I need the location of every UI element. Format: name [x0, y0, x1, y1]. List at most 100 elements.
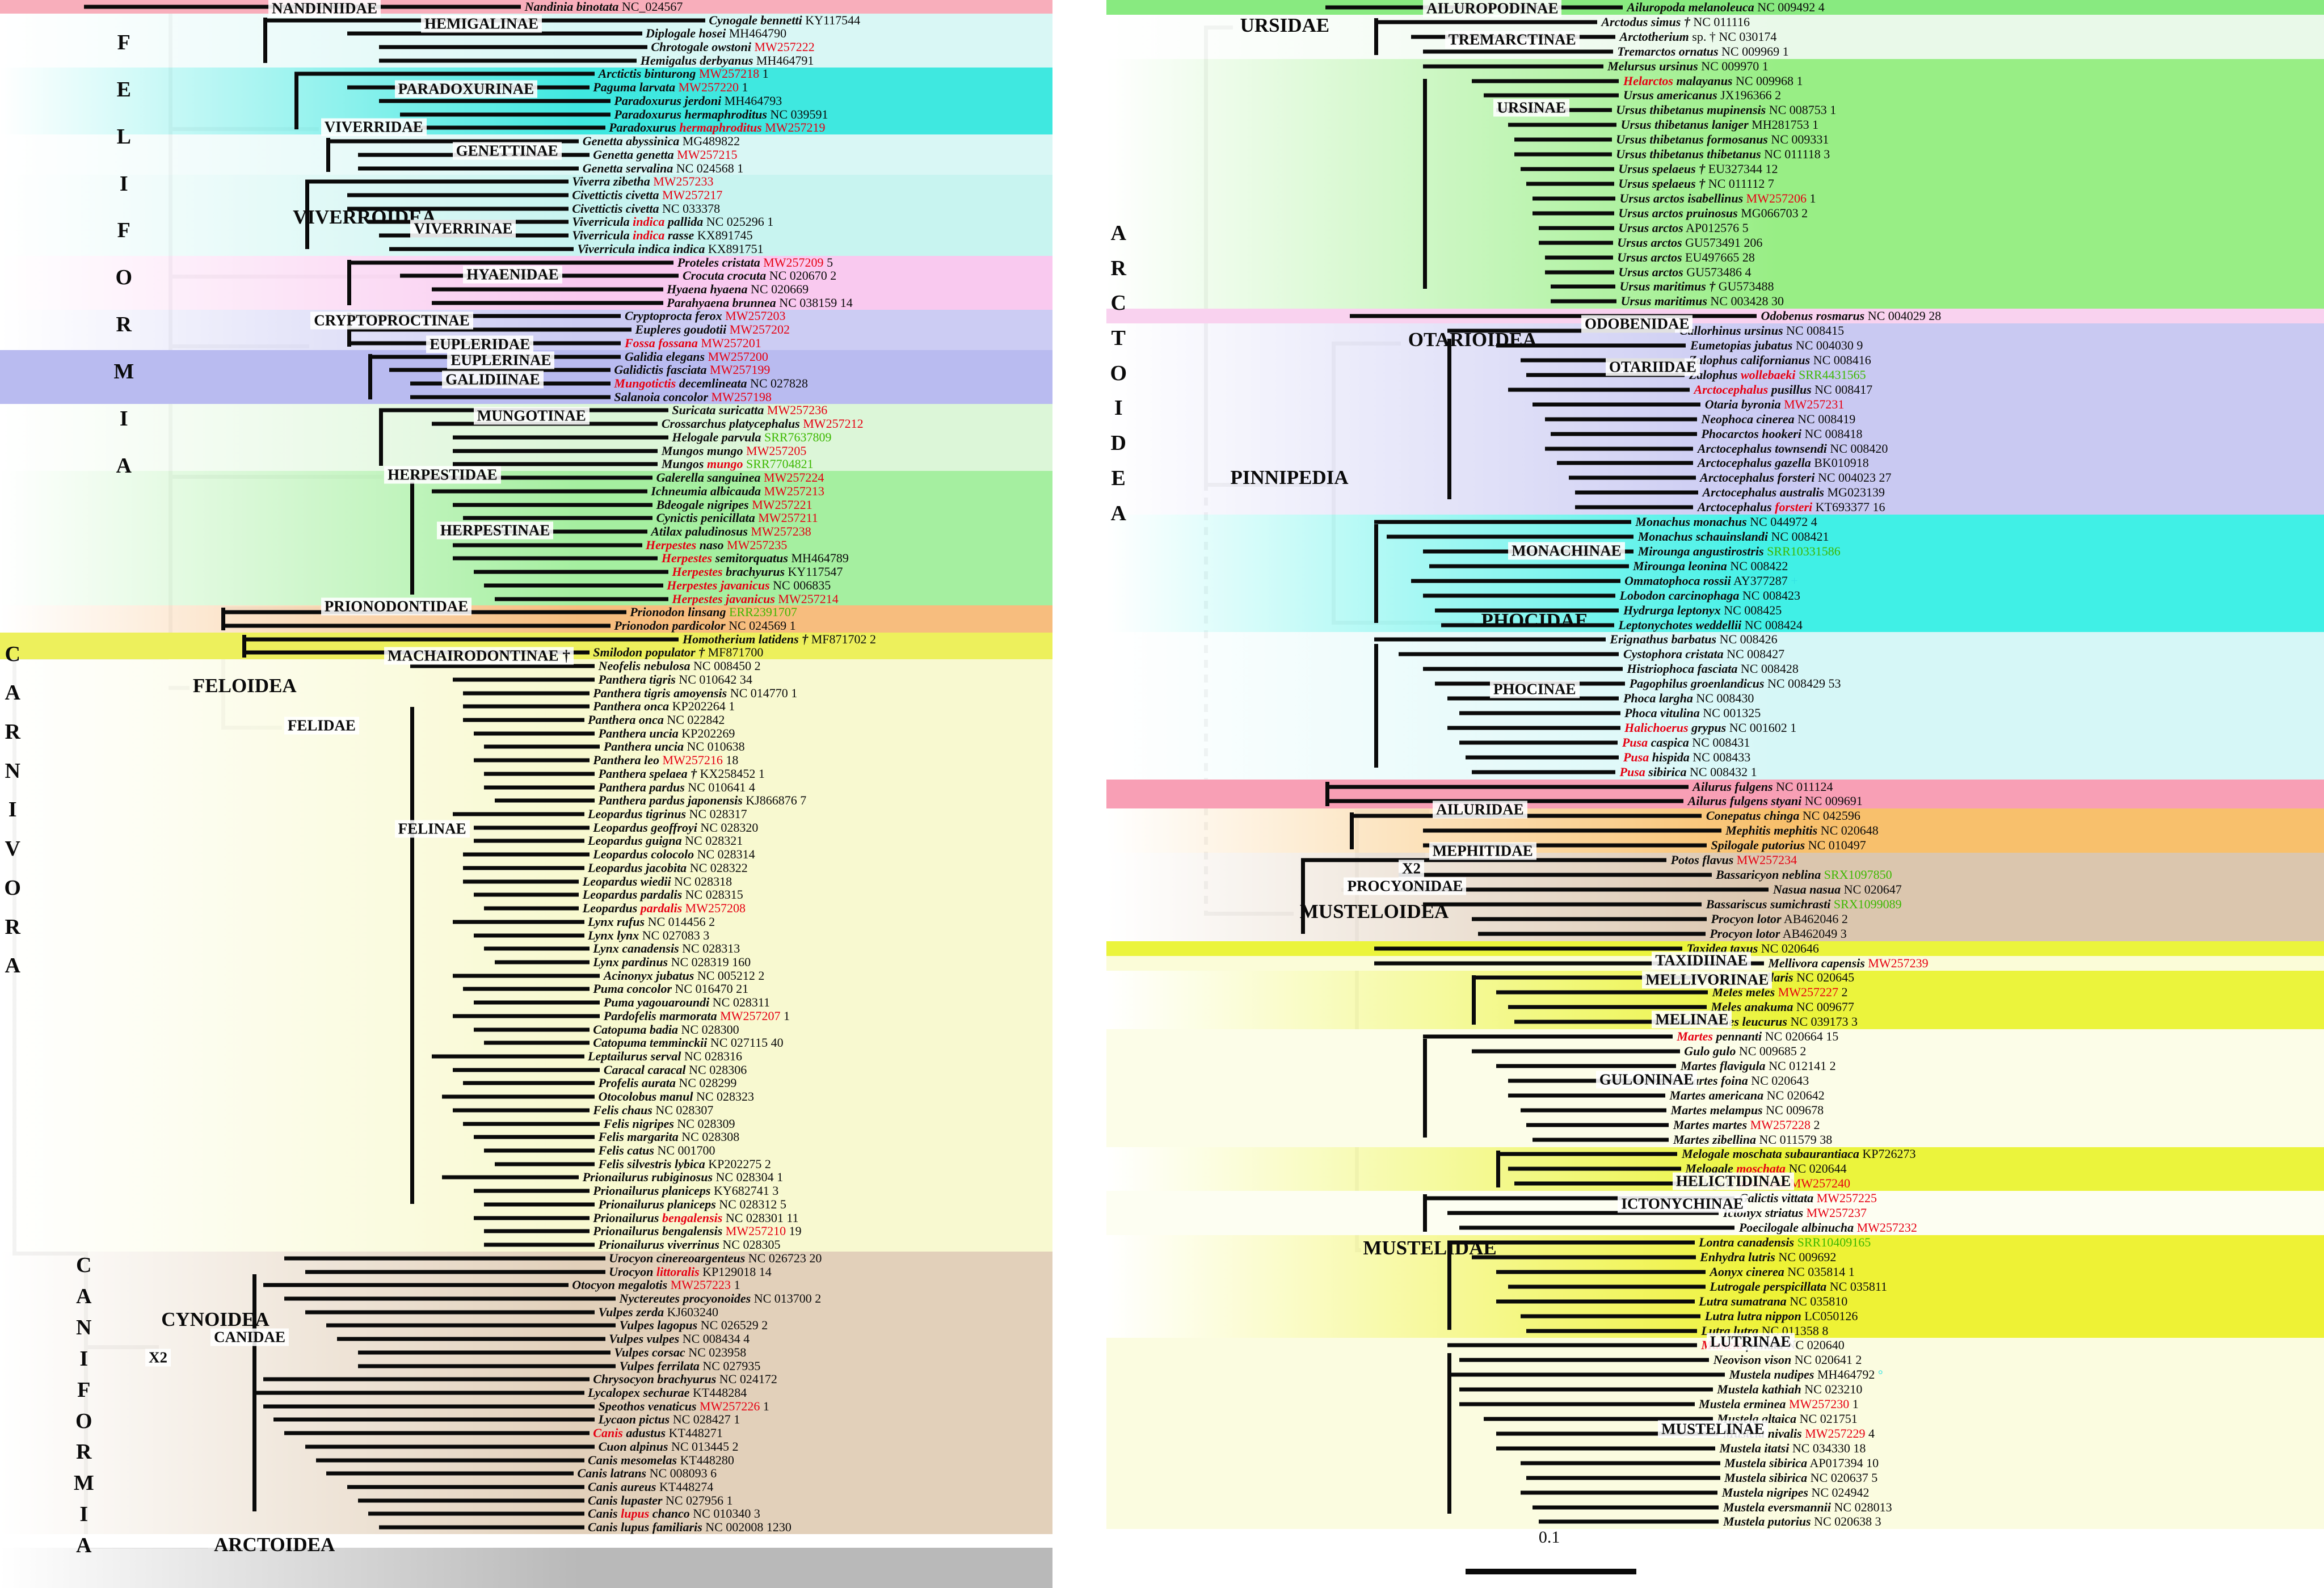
taxon-label: Odobenus rosmarus NC 004029 28 [1761, 309, 1942, 323]
taxon-label: Felis margarita NC 028308 [598, 1130, 740, 1144]
clade-label: MELLIVORINAE [1642, 971, 1773, 989]
taxon-row: Herpestes semitorquatus MH464789 [0, 551, 1052, 565]
taxon-label: Lutra lutra nippon LC050126 [1704, 1308, 1858, 1323]
taxon-label: Panthera leo MW257216 18 [593, 753, 739, 768]
taxon-label: Genetta servalina NC 024568 1 [582, 161, 744, 175]
taxon-label: Bassaricyon neblina SRX1097850 [1716, 867, 1892, 882]
taxon-row: Profelis aurata NC 028299 [0, 1076, 1052, 1090]
taxon-row: Prionailurus planiceps NC 028312 5 [0, 1197, 1052, 1211]
clade-label: FELINAE [394, 820, 470, 838]
branch-line [1496, 1446, 1715, 1451]
taxon-label: Leptonychotes weddellii NC 008424 [1618, 617, 1803, 632]
taxon-row: Panthera uncia KP202269 [0, 726, 1052, 740]
branch-line [326, 1471, 574, 1476]
taxon-row: Chrysocyon brachyurus NC 024172 [0, 1372, 1052, 1386]
taxon-row: Ursus arctos GU573491 206 [1106, 235, 2324, 250]
taxon-label: Bdeogale nigripes MW257221 [656, 497, 812, 512]
branch-line [1496, 1152, 1678, 1156]
taxon-label: Viverricula indica rasse KX891745 [572, 228, 753, 243]
clade-label: PROCYONIDAE [1344, 877, 1467, 895]
taxon-label: Mustela kathiah NC 023210 [1717, 1382, 1863, 1397]
branch-line [221, 624, 611, 628]
taxon-row: Hydrurga leptonyx NC 008425 [1106, 603, 2324, 618]
clade-connector-line [294, 73, 299, 129]
branch-line [463, 718, 584, 722]
branch-line [1514, 137, 1612, 142]
branch-line [263, 1377, 590, 1381]
taxon-label: Proteles cristata MW257209 5 [677, 255, 833, 269]
branch-line [1496, 990, 1708, 995]
branch-line [484, 772, 595, 776]
clade-band-spacer-right [1106, 1529, 2324, 1588]
clade-connector-line [326, 137, 331, 172]
branch-line [484, 744, 600, 749]
branch-line [1301, 858, 1667, 862]
taxon-label: Panthera spelaea † KX258452 1 [598, 766, 765, 781]
taxon-row: Martes melampus NC 009678 [1106, 1103, 2324, 1118]
branch-line [1484, 93, 1619, 98]
taxon-row: Catopuma temminckii NC 027115 40 [0, 1035, 1052, 1050]
clade-label: PARADOXURINAE [394, 80, 538, 98]
taxon-row: Prionailurus bengalensis NC 028301 11 [0, 1211, 1052, 1225]
taxon-row: Panthera pardus NC 010641 4 [0, 780, 1052, 794]
taxon-label: Ailuropoda melanoleuca NC 009492 4 [1627, 0, 1825, 14]
branch-line [1325, 785, 1689, 789]
clade-label: PHOCIDAE [1481, 609, 1589, 632]
branch-line [452, 435, 668, 440]
taxon-row: Pardofelis marmorata MW257207 1 [0, 1009, 1052, 1023]
taxon-label: Otaria byronia MW257231 [1704, 397, 1845, 411]
clade-label: LUTRINAE [1706, 1333, 1795, 1351]
branch-line [410, 125, 605, 130]
branch-line [389, 368, 611, 372]
branch-line [463, 852, 590, 857]
branch-line [1466, 755, 1619, 760]
clade-label: HYAENIDAE [463, 266, 562, 284]
branch-line [273, 1417, 595, 1422]
branch-line [431, 489, 647, 494]
branch-line [1538, 241, 1613, 245]
taxon-label: Leopardus wiedii NC 028318 [582, 874, 732, 888]
taxon-row: Conepatus chinga NC 042596 [1106, 808, 2324, 823]
taxon-label: Ursus americanus JX196366 2 [1623, 88, 1782, 103]
taxon-row: Speothos venaticus MW257226 1 [0, 1399, 1052, 1413]
clade-band-otariidae: Callorhinus ursinus NC 008415 Eumetopias … [1106, 323, 2324, 515]
branch-line [1459, 1225, 1735, 1230]
taxon-label: Civettictis civetta MW257217 [572, 187, 723, 202]
branch-line [1399, 652, 1619, 656]
branch-line [1374, 961, 1764, 966]
branch-line [484, 946, 590, 951]
taxon-label: Genetta genetta MW257215 [593, 147, 738, 162]
branch-line [347, 314, 621, 318]
taxon-label: Leopardus guigna NC 028321 [588, 833, 743, 848]
taxon-label: Caracal caracal NC 028306 [603, 1062, 747, 1077]
taxon-label: Cynogale bennetti KY117544 [709, 12, 861, 27]
taxon-label: Canis aureus KT448274 [588, 1480, 714, 1494]
taxon-label: Arctotherium sp. † NC 030174 [1619, 29, 1777, 44]
taxon-label: Erignathus barbatus NC 008426 [1610, 632, 1778, 647]
clade-band-felidae: Neofelis nebulosa NC 008450 2 Panthera ti… [0, 659, 1052, 1252]
branch-line [1422, 1196, 1735, 1201]
taxon-row: Meles anakuma NC 009677 [1106, 1000, 2324, 1014]
taxon-label: Ursus arctos AP012576 5 [1618, 220, 1749, 235]
taxon-row: Martes americana NC 020642 [1106, 1088, 2324, 1103]
taxon-label: Hydrurga leptonyx NC 008425 [1623, 603, 1782, 617]
branch-line [252, 1391, 584, 1395]
branch-line [484, 1242, 595, 1247]
taxon-label: Leopardus jacobita NC 028322 [588, 860, 748, 875]
taxon-row: Phoca largha NC 008430 [1106, 691, 2324, 706]
taxon-label: Herpestes javanicus NC 006835 [667, 578, 831, 592]
branch-line [1441, 623, 1614, 627]
taxon-row: Neophoca cinerea NC 008419 [1106, 412, 2324, 427]
taxon-row: Ursus arctos isabellinus MW257206 1 [1106, 191, 2324, 206]
branch-line [1526, 182, 1614, 186]
taxon-label: Diplogale hosei MH464790 [646, 26, 787, 41]
taxon-row: Prionodon pardicolor NC 024569 1 [0, 618, 1052, 633]
taxon-row [0, 1534, 1052, 1548]
taxon-label: Procyon lotor AB462049 3 [1710, 926, 1847, 941]
taxon-label: Ursus arctos GU573491 206 [1617, 235, 1763, 250]
branch-line [1508, 1284, 1706, 1289]
taxon-row: Cryptoprocta ferox MW257203 [0, 309, 1052, 323]
taxon-label: Melursus ursinus NC 009970 1 [1607, 58, 1769, 73]
branch-line [473, 570, 668, 574]
